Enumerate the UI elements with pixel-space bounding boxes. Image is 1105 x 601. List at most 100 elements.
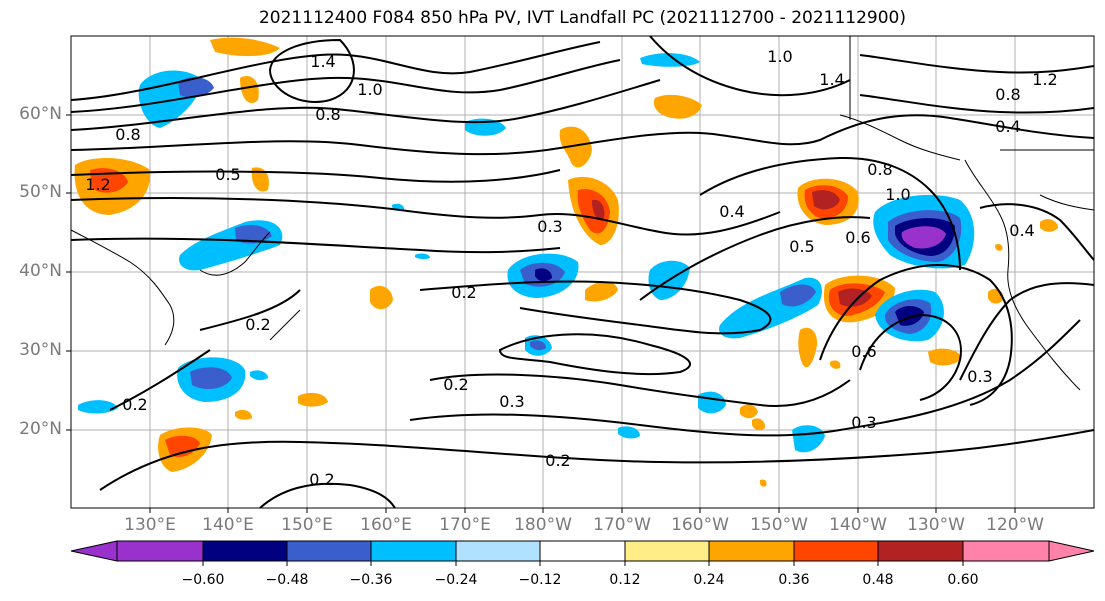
coastlines bbox=[71, 36, 1094, 391]
lon-label: 130°W bbox=[907, 515, 965, 535]
positive-anomaly bbox=[370, 285, 393, 310]
positive-anomaly bbox=[298, 392, 328, 407]
negative-anomaly bbox=[250, 370, 268, 381]
lon-label: 170°E bbox=[439, 515, 491, 535]
positive-anomaly bbox=[798, 327, 818, 368]
contour-label: 0.4 bbox=[995, 117, 1020, 136]
contour-label: 0.8 bbox=[995, 85, 1020, 104]
contour-label: 1.0 bbox=[357, 80, 382, 99]
contour-label: 0.2 bbox=[245, 315, 270, 334]
colorbar-tick-label: 0.24 bbox=[693, 572, 725, 588]
contour-label: 0.8 bbox=[315, 105, 340, 124]
colorbar-segment bbox=[708, 540, 795, 562]
negative-anomaly bbox=[190, 367, 232, 390]
lon-label: 170°W bbox=[593, 515, 651, 535]
lon-label: 130°E bbox=[124, 515, 176, 535]
contour-label: 0.2 bbox=[122, 395, 147, 414]
lon-label: 120°W bbox=[986, 515, 1044, 535]
negative-anomaly bbox=[415, 253, 430, 260]
map-title: 2021112400 F084 850 hPa PV, IVT Landfall… bbox=[258, 8, 906, 28]
positive-anomaly bbox=[210, 37, 280, 57]
negative-anomaly bbox=[530, 340, 546, 351]
ivt-contours bbox=[71, 36, 1094, 508]
colorbar-tick-label: −0.36 bbox=[349, 572, 393, 588]
positive-anomaly bbox=[740, 404, 758, 419]
positive-anomaly bbox=[1040, 219, 1058, 232]
contour-label: 0.2 bbox=[451, 283, 476, 302]
lat-label: 20°N bbox=[19, 419, 62, 439]
positive-anomaly bbox=[752, 418, 766, 431]
contour-label: 0.2 bbox=[309, 470, 334, 489]
colorbar-tick-label: −0.60 bbox=[181, 572, 225, 588]
contour-label: 0.4 bbox=[719, 202, 744, 221]
lat-label: 60°N bbox=[19, 104, 62, 124]
lat-label: 30°N bbox=[19, 340, 62, 360]
negative-anomaly bbox=[178, 77, 214, 98]
positive-anomaly bbox=[165, 435, 200, 457]
contour-label: 1.4 bbox=[310, 52, 335, 71]
negative-anomaly bbox=[901, 226, 946, 249]
negative-anomaly bbox=[179, 220, 283, 271]
positive-anomaly bbox=[251, 167, 269, 192]
contour-labels: 1.4 1.0 1.0 0.8 0.8 1.2 0.5 1.4 1.2 0.8 … bbox=[85, 47, 1057, 489]
contour-label: 0.5 bbox=[789, 237, 814, 256]
contour-label: 1.0 bbox=[885, 185, 910, 204]
contour-label: 0.4 bbox=[1009, 221, 1034, 240]
colorbar-segment bbox=[877, 540, 964, 562]
colorbar-tick-label: −0.12 bbox=[518, 572, 562, 588]
colorbar-segment bbox=[962, 540, 1050, 562]
positive-anomaly bbox=[592, 199, 605, 220]
contour-label: 0.3 bbox=[537, 217, 562, 236]
contour-label: 1.0 bbox=[767, 47, 792, 66]
lon-label: 180°W bbox=[514, 515, 572, 535]
colorbar-extend-high bbox=[1048, 540, 1095, 562]
lon-label: 160°W bbox=[671, 515, 729, 535]
colorbar-extend-low bbox=[70, 540, 118, 562]
lat-label: 50°N bbox=[19, 182, 62, 202]
contour-label: 0.8 bbox=[867, 160, 892, 179]
colorbar bbox=[70, 540, 1095, 566]
contour-label: 0.3 bbox=[851, 413, 876, 432]
colorbar-tick-label: 0.36 bbox=[778, 572, 810, 588]
negative-anomaly bbox=[235, 224, 272, 244]
pv-anomaly-fills bbox=[74, 37, 1058, 487]
lon-label: 150°E bbox=[281, 515, 333, 535]
colorbar-segment bbox=[370, 540, 457, 562]
contour-label: 0.2 bbox=[443, 375, 468, 394]
contour-label: 0.5 bbox=[215, 165, 240, 184]
negative-anomaly bbox=[780, 284, 816, 307]
positive-anomaly bbox=[759, 479, 767, 487]
positive-anomaly bbox=[235, 410, 252, 420]
positive-anomaly bbox=[812, 190, 840, 210]
colorbar-segment bbox=[116, 540, 204, 562]
negative-anomaly bbox=[535, 268, 552, 282]
positive-anomaly bbox=[830, 360, 841, 369]
colorbar-segment bbox=[286, 540, 372, 562]
negative-anomaly bbox=[78, 400, 118, 414]
colorbar-segment bbox=[202, 540, 288, 562]
lat-label: 40°N bbox=[19, 261, 62, 281]
colorbar-segment bbox=[539, 540, 626, 562]
contour-label: 1.2 bbox=[1032, 70, 1057, 89]
colorbar-tick-label: −0.24 bbox=[434, 572, 478, 588]
contour-label: 0.3 bbox=[967, 367, 992, 386]
negative-anomaly bbox=[792, 425, 825, 453]
negative-anomaly bbox=[640, 53, 700, 67]
contour-label: 0.3 bbox=[499, 392, 524, 411]
lon-label: 150°W bbox=[750, 515, 808, 535]
positive-anomaly bbox=[995, 243, 1003, 251]
colorbar-tick-label: 0.12 bbox=[609, 572, 641, 588]
negative-anomaly bbox=[698, 391, 726, 414]
positive-anomaly bbox=[653, 94, 702, 119]
colorbar-segment bbox=[624, 540, 710, 562]
positive-anomaly bbox=[585, 281, 618, 302]
positive-anomaly bbox=[928, 348, 962, 366]
lon-label: 140°E bbox=[202, 515, 254, 535]
contour-label: 1.4 bbox=[819, 70, 844, 89]
lon-label: 140°W bbox=[829, 515, 887, 535]
contour-label: 0.6 bbox=[845, 228, 870, 247]
colorbar-segment bbox=[455, 540, 541, 562]
colorbar-tick-label: 0.60 bbox=[947, 572, 979, 588]
positive-anomaly bbox=[240, 76, 259, 104]
